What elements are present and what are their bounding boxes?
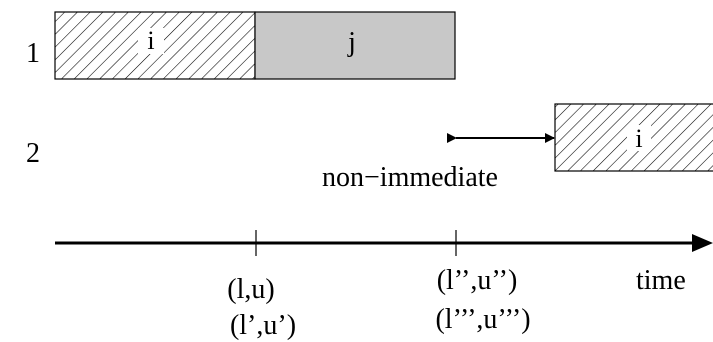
row-label-1: 1 [26, 38, 40, 69]
tick-1-line2: (l’,u’) [230, 310, 296, 341]
time-axis [55, 234, 713, 252]
tick-1-line1: (l,u) [227, 274, 274, 305]
axis-label: time [636, 265, 686, 296]
block-i-row2-label: i [635, 124, 642, 153]
tick-2-line1: (l’’,u’’) [437, 265, 518, 296]
block-j-row1-label: j [347, 27, 356, 58]
gap-label: non−immediate [322, 162, 498, 193]
block-j-row1: j [254, 11, 456, 80]
block-i-row2: i [554, 103, 713, 172]
tick-2-line2: (l’’’,u’’’) [435, 304, 530, 335]
row-label-2: 2 [26, 138, 40, 169]
block-i-row1-label: i [147, 26, 154, 55]
block-i-row1: i [54, 11, 256, 80]
